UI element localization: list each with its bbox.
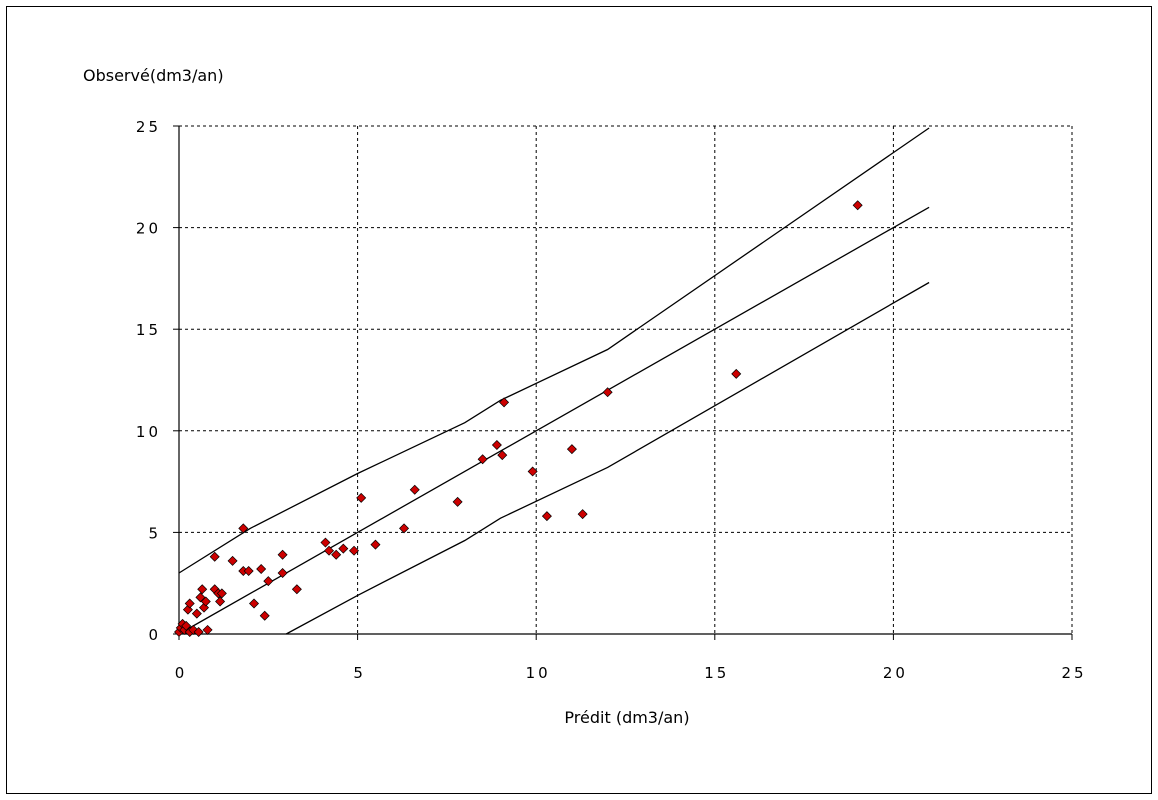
data-point-32	[320, 537, 331, 548]
data-point-22	[238, 523, 249, 534]
chart-frame: 0 5 10 15 20 25 0 5 10 15 20 25 Observé(dm3/an) Pré…	[6, 6, 1152, 794]
y-axis-label: Observé(dm3/an)	[83, 66, 224, 85]
data-point-40	[409, 484, 420, 495]
data-point-20	[216, 588, 227, 599]
scatter-chart: 0 5 10 15 20 25 0 5 10 15 20 25 Observé(dm3/an) Pré…	[83, 66, 1086, 727]
axes	[173, 125, 1073, 640]
x-tick-label-5: 5	[353, 664, 366, 682]
data-point-26	[256, 563, 267, 574]
data-point-50	[602, 387, 613, 398]
data-point-45	[499, 397, 510, 408]
y-tick-label-20: 20	[136, 220, 161, 238]
data-point-33	[324, 545, 335, 556]
x-tick-label-10: 10	[526, 664, 551, 682]
data-point-38	[370, 539, 381, 550]
data-point-51	[731, 368, 742, 379]
data-point-19	[215, 596, 226, 607]
tick-labels: 0 5 10 15 20 25 0 5 10 15 20 25	[136, 118, 1086, 682]
x-axis-label: Prédit (dm3/an)	[564, 708, 689, 727]
data-point-52	[852, 200, 863, 211]
data-point-15	[202, 624, 213, 635]
data-point-49	[577, 509, 588, 520]
data-point-48	[566, 444, 577, 455]
data-point-27	[259, 610, 270, 621]
y-tick-label-15: 15	[136, 321, 161, 339]
data-point-34	[331, 549, 342, 560]
x-tick-label-0: 0	[175, 664, 188, 682]
data-point-12	[197, 584, 208, 595]
data-point-41	[452, 496, 463, 507]
data-point-25	[249, 598, 260, 609]
data-point-6	[184, 598, 195, 609]
data-point-9	[191, 608, 202, 619]
upper-bound-line	[178, 127, 930, 574]
data-point-47	[541, 511, 552, 522]
data-point-35	[338, 543, 349, 554]
data-points	[174, 200, 863, 637]
data-point-29	[277, 549, 288, 560]
data-point-31	[291, 584, 302, 595]
y-tick-label-5: 5	[148, 524, 161, 542]
data-point-36	[349, 545, 360, 556]
data-point-39	[399, 523, 410, 534]
identity-line	[178, 206, 930, 635]
y-tick-label-10: 10	[136, 423, 161, 441]
data-point-4	[181, 620, 192, 631]
data-point-10	[193, 626, 204, 637]
x-tick-label-20: 20	[883, 664, 908, 682]
grid-lines	[179, 125, 1073, 634]
model-lines	[178, 127, 930, 635]
data-point-37	[356, 492, 367, 503]
lower-bound-line	[285, 281, 930, 635]
data-point-44	[497, 450, 508, 461]
data-point-21	[227, 555, 238, 566]
data-point-16	[209, 551, 220, 562]
x-tick-label-15: 15	[704, 664, 729, 682]
data-point-30	[277, 568, 288, 579]
data-point-43	[491, 440, 502, 451]
data-point-14	[200, 596, 211, 607]
y-tick-label-0: 0	[148, 626, 161, 644]
data-point-42	[477, 454, 488, 465]
data-point-28	[263, 576, 274, 587]
data-point-46	[527, 466, 538, 477]
y-tick-label-25: 25	[136, 118, 161, 136]
data-point-24	[243, 566, 254, 577]
x-tick-label-25: 25	[1061, 664, 1086, 682]
